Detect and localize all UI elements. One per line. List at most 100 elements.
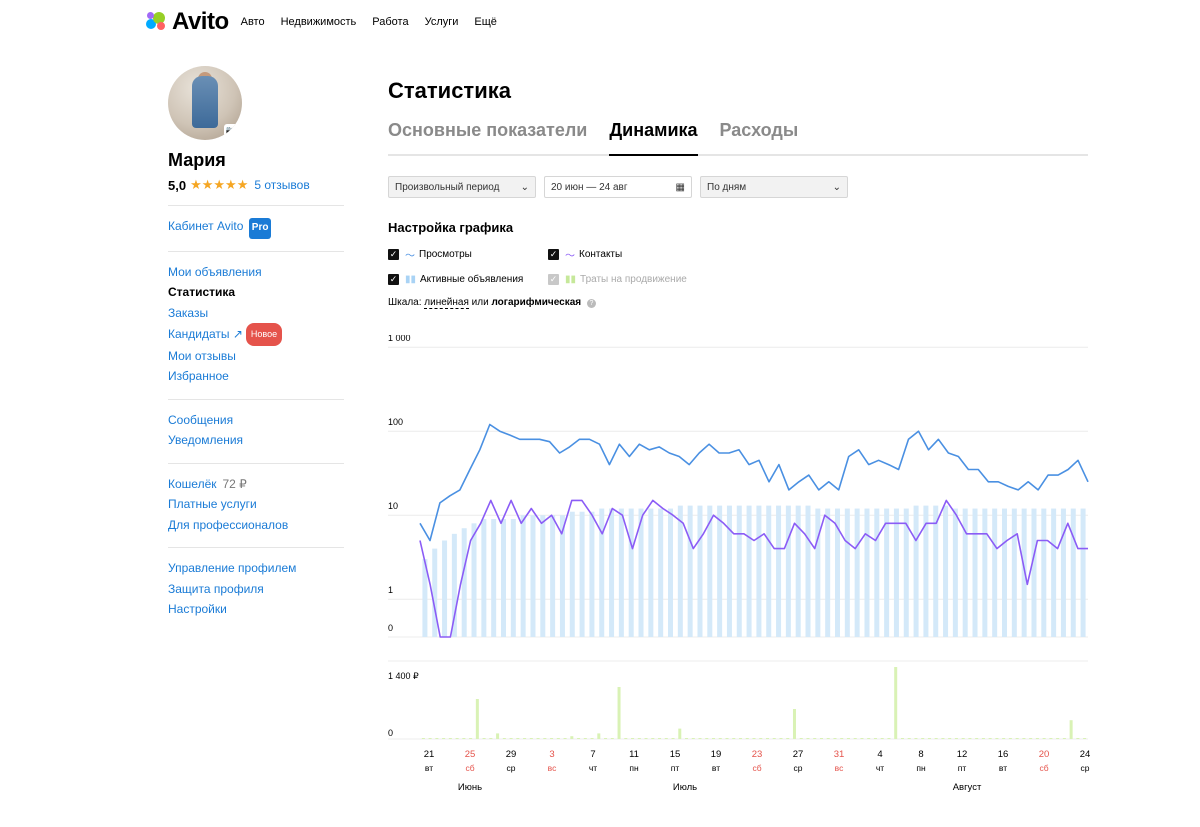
sidebar-item-profile-protection[interactable]: Защита профиля	[168, 581, 264, 596]
sidebar-item-settings[interactable]: Настройки	[168, 602, 227, 616]
main-content: Статистика Основные показатели Динамика …	[388, 78, 1088, 309]
spend-bar	[1062, 738, 1066, 739]
spend-bar	[597, 733, 601, 739]
spend-bar	[765, 738, 769, 739]
nav-item-more[interactable]: Ещё	[474, 16, 497, 28]
spend-bar	[819, 738, 823, 739]
nav-item-auto[interactable]: Авто	[240, 16, 265, 28]
avatar[interactable]: 📷	[168, 66, 242, 140]
camera-icon[interactable]: 📷	[224, 124, 240, 138]
spend-bar	[981, 738, 985, 739]
sidebar-item-my-ads[interactable]: Мои объявления	[168, 264, 262, 279]
nav-item-realty[interactable]: Недвижимость	[280, 16, 357, 28]
active-ads-bar	[481, 519, 487, 637]
spend-bar	[752, 738, 756, 739]
spend-bar	[475, 699, 479, 739]
spend-bar	[772, 738, 776, 739]
spend-bar	[921, 738, 925, 739]
active-ads-bar	[962, 508, 968, 637]
spend-bar	[664, 738, 668, 739]
nav-item-jobs[interactable]: Работа	[372, 16, 409, 28]
granularity-select[interactable]: По дням ⌄	[700, 176, 848, 198]
chevron-down-icon: ⌄	[832, 181, 841, 193]
x-tick-day: 21	[424, 749, 435, 760]
tab-dynamics[interactable]: Динамика	[609, 120, 698, 156]
views-line	[419, 423, 1089, 542]
scale-linear-link[interactable]: линейная	[424, 297, 469, 309]
x-tick-weekday: вт	[425, 763, 433, 773]
star-icons: ★★★★★	[190, 177, 249, 192]
spend-bar	[968, 738, 972, 739]
top-navigation: Avito Авто Недвижимость Работа Услуги Ещ…	[146, 8, 513, 36]
sidebar-item-statistics[interactable]: Статистика	[168, 285, 236, 299]
active-ads-bar	[835, 508, 840, 637]
date-range-input[interactable]: 20 июн — 24 авг ▦	[544, 176, 692, 198]
spend-bar	[732, 738, 736, 739]
sidebar-item-profile-management[interactable]: Управление профилем	[168, 561, 297, 575]
sidebar-item-favorites[interactable]: Избранное	[168, 369, 229, 383]
x-tick-day: 11	[629, 749, 639, 760]
active-ads-bar	[609, 508, 615, 637]
active-ads-bar	[864, 508, 870, 637]
spend-bar	[624, 738, 628, 739]
period-select[interactable]: Произвольный период ⌄	[388, 176, 536, 198]
x-tick-day: 8	[918, 749, 923, 760]
x-tick-weekday: ср	[794, 763, 803, 773]
avito-logo[interactable]: Avito	[146, 8, 229, 36]
spend-checkbox[interactable]: ✓ ▮▮ Траты на продвижение	[548, 274, 687, 285]
divider	[168, 205, 344, 206]
sidebar-item-my-reviews[interactable]: Мои отзывы	[168, 348, 236, 363]
spend-bar	[705, 738, 709, 739]
contacts-line	[419, 499, 1088, 638]
active-ads-bar	[1080, 508, 1086, 637]
spend-bar	[907, 738, 911, 739]
active-ads-bar	[451, 533, 457, 637]
line-icon: 〜	[405, 251, 415, 262]
sidebar-item-messages[interactable]: Сообщения	[168, 412, 234, 427]
divider	[168, 547, 344, 548]
x-tick-weekday: сб	[465, 763, 474, 773]
active-ads-bar	[923, 505, 929, 637]
x-tick-day: 24	[1080, 749, 1091, 760]
spend-bar	[550, 738, 554, 739]
spend-tick-label: 1 400 ₽	[388, 671, 419, 681]
pro-badge: Pro	[248, 218, 272, 239]
logo-text: Avito	[172, 8, 229, 35]
logo-dots-icon	[146, 11, 168, 33]
spend-bar	[954, 738, 958, 739]
spend-bar	[469, 738, 473, 739]
spend-bar	[671, 738, 675, 739]
spend-bar	[678, 728, 682, 739]
sidebar-item-wallet[interactable]: Кошелёк 72 ₽	[168, 476, 247, 491]
sidebar-item-candidates[interactable]: Кандидаты ↗ Новое	[168, 323, 344, 346]
active-ads-bar	[638, 508, 644, 637]
spend-bar	[745, 738, 749, 739]
active-ads-bar	[982, 508, 988, 637]
contacts-checkbox[interactable]: ✓ 〜 Контакты	[548, 249, 623, 262]
spend-bar	[651, 738, 655, 739]
active-ads-bar	[442, 540, 448, 637]
spend-bar	[792, 709, 796, 739]
sidebar-item-for-pros[interactable]: Для профессионалов	[168, 517, 289, 532]
sidebar-item-paid-services[interactable]: Платные услуги	[168, 497, 257, 511]
nav-item-services[interactable]: Услуги	[424, 16, 459, 28]
x-month-label: Июнь	[458, 782, 482, 793]
sidebar-item-orders[interactable]: Заказы	[168, 305, 209, 320]
spend-bar	[806, 738, 810, 739]
tab-main-indicators[interactable]: Основные показатели	[388, 120, 588, 140]
spend-bar	[712, 738, 716, 739]
views-checkbox[interactable]: ✓ 〜 Просмотры	[388, 249, 472, 262]
reviews-link[interactable]: 5 отзывов	[254, 178, 310, 192]
sidebar-item-cabinet[interactable]: Кабинет Avito Pro	[168, 216, 344, 239]
spend-bar	[502, 738, 506, 739]
help-icon[interactable]: ?	[586, 299, 596, 308]
spend-bar	[725, 738, 729, 739]
scale-log-option[interactable]: логарифмическая	[491, 297, 582, 308]
active-ads-checkbox[interactable]: ✓ ▮▮ Активные объявления	[388, 274, 524, 285]
spend-bar	[995, 738, 999, 739]
active-ads-bar	[550, 515, 556, 637]
active-ads-bar	[599, 508, 605, 637]
active-ads-bar	[893, 508, 899, 637]
sidebar-item-notifications[interactable]: Уведомления	[168, 433, 244, 447]
tab-expenses[interactable]: Расходы	[719, 120, 799, 140]
